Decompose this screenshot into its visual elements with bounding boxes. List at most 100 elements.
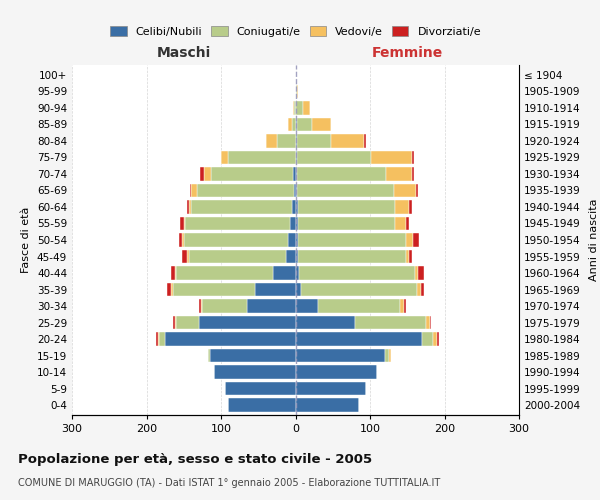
Bar [296, 266, 299, 280]
Bar [303, 102, 310, 114]
Bar [297, 85, 298, 98]
Bar [247, 300, 296, 312]
Bar [191, 200, 292, 213]
Text: Popolazione per età, sesso e stato civile - 2005: Popolazione per età, sesso e stato civil… [18, 452, 372, 466]
Bar [406, 234, 413, 246]
Bar [395, 217, 406, 230]
Bar [318, 300, 400, 312]
Bar [254, 283, 296, 296]
Bar [433, 332, 437, 345]
Bar [288, 234, 296, 246]
Bar [299, 266, 415, 280]
Bar [421, 283, 424, 296]
Bar [175, 316, 176, 329]
Bar [229, 151, 296, 164]
Bar [173, 316, 175, 329]
Bar [296, 134, 297, 147]
Bar [355, 316, 426, 329]
Bar [296, 102, 303, 114]
Bar [214, 366, 296, 378]
Bar [180, 217, 184, 230]
Bar [297, 134, 331, 147]
Bar [404, 300, 406, 312]
Bar [204, 168, 211, 180]
Bar [394, 184, 416, 197]
Bar [418, 266, 424, 280]
Bar [201, 300, 202, 312]
Bar [202, 300, 247, 312]
Y-axis label: Fasce di età: Fasce di età [22, 207, 31, 273]
Bar [221, 151, 229, 164]
Bar [371, 151, 412, 164]
Bar [159, 332, 165, 345]
Bar [158, 332, 159, 345]
Bar [286, 250, 296, 263]
Bar [415, 266, 418, 280]
Bar [190, 184, 191, 197]
Text: COMUNE DI MARUGGIO (TA) - Dati ISTAT 1° gennaio 2005 - Elaborazione TUTTITALIA.I: COMUNE DI MARUGGIO (TA) - Dati ISTAT 1° … [18, 478, 440, 488]
Bar [156, 332, 158, 345]
Bar [406, 250, 409, 263]
Bar [290, 217, 296, 230]
Bar [200, 168, 204, 180]
Bar [294, 102, 296, 114]
Bar [389, 349, 391, 362]
Bar [277, 134, 296, 147]
Bar [296, 366, 377, 378]
Bar [199, 300, 201, 312]
Bar [197, 184, 294, 197]
Bar [297, 151, 371, 164]
Bar [167, 283, 171, 296]
Bar [171, 283, 173, 296]
Bar [182, 234, 184, 246]
Bar [296, 349, 385, 362]
Bar [189, 200, 191, 213]
Bar [296, 200, 298, 213]
Bar [426, 316, 430, 329]
Bar [296, 382, 366, 395]
Bar [211, 168, 293, 180]
Bar [165, 332, 296, 345]
Bar [296, 283, 301, 296]
Bar [417, 283, 421, 296]
Bar [184, 217, 185, 230]
Bar [422, 332, 433, 345]
Bar [400, 300, 404, 312]
Bar [293, 168, 296, 180]
Bar [437, 332, 439, 345]
Bar [173, 283, 254, 296]
Bar [184, 234, 288, 246]
Bar [229, 398, 296, 411]
Bar [175, 266, 176, 280]
Bar [288, 118, 292, 131]
Bar [386, 168, 412, 180]
Bar [294, 184, 296, 197]
Bar [296, 85, 297, 98]
Bar [395, 200, 409, 213]
Bar [176, 316, 199, 329]
Text: Maschi: Maschi [157, 46, 211, 60]
Bar [191, 184, 197, 197]
Text: Femmine: Femmine [371, 46, 443, 60]
Bar [385, 349, 389, 362]
Bar [298, 234, 406, 246]
Bar [208, 349, 210, 362]
Bar [297, 184, 394, 197]
Bar [297, 168, 386, 180]
Bar [292, 118, 296, 131]
Bar [293, 102, 294, 114]
Bar [179, 234, 182, 246]
Bar [430, 316, 431, 329]
Bar [298, 200, 395, 213]
Bar [225, 382, 296, 395]
Bar [296, 118, 297, 131]
Bar [296, 300, 318, 312]
Legend: Celibi/Nubili, Coniugati/e, Vedovi/e, Divorziati/e: Celibi/Nubili, Coniugati/e, Vedovi/e, Di… [106, 22, 485, 41]
Bar [296, 250, 298, 263]
Bar [171, 266, 175, 280]
Bar [296, 168, 297, 180]
Bar [296, 151, 297, 164]
Bar [176, 266, 273, 280]
Bar [187, 200, 189, 213]
Bar [298, 250, 406, 263]
